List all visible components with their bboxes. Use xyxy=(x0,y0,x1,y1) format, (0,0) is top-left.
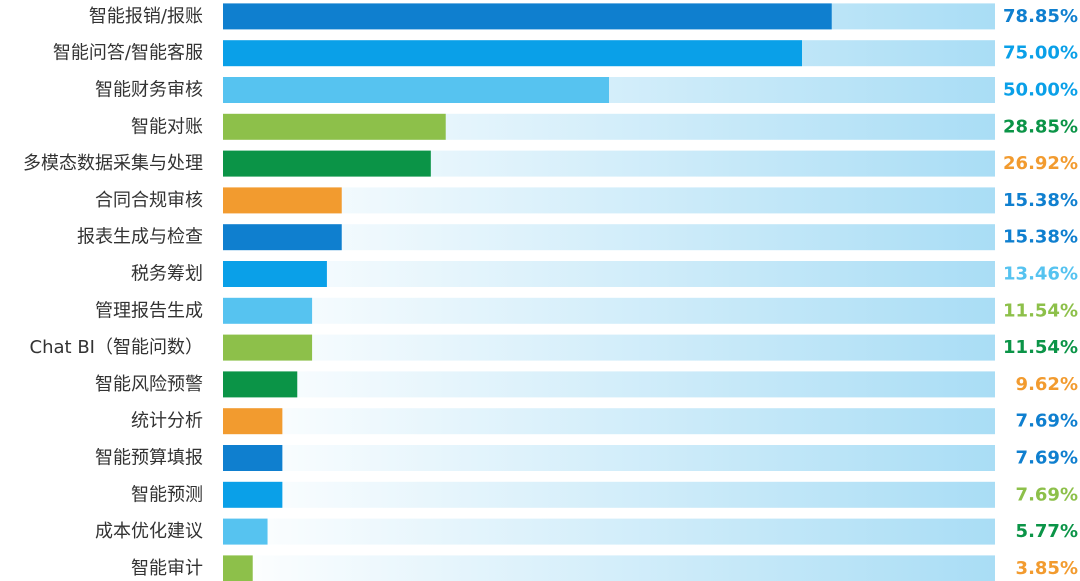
category-label: 智能预测 xyxy=(131,484,203,505)
bar xyxy=(223,150,431,177)
bar xyxy=(223,224,342,251)
bar xyxy=(223,261,327,287)
value-label: 9.62% xyxy=(1016,374,1078,395)
bar xyxy=(223,445,283,471)
category-label: 多模态数据采集与处理 xyxy=(23,153,203,174)
bar-track xyxy=(223,481,995,508)
bar-track xyxy=(223,518,995,545)
category-label: 成本优化建议 xyxy=(95,521,203,542)
category-label: 智能对账 xyxy=(131,116,203,137)
bar-track xyxy=(223,187,995,214)
value-label: 15.38% xyxy=(1003,190,1078,211)
category-label: 智能报销/报账 xyxy=(89,6,203,27)
category-label: 合同合规审核 xyxy=(95,190,203,211)
value-label: 75.00% xyxy=(1003,43,1078,64)
value-label: 15.38% xyxy=(1003,227,1078,248)
bar xyxy=(223,481,283,508)
category-label: 智能风险预警 xyxy=(95,374,203,395)
bar xyxy=(223,3,832,30)
bar xyxy=(223,187,342,214)
bar xyxy=(223,555,253,581)
bar-track xyxy=(223,445,995,471)
bar xyxy=(223,518,268,545)
category-label: 智能问答/智能客服 xyxy=(53,43,203,64)
value-label: 7.69% xyxy=(1016,484,1078,505)
category-label: 智能审计 xyxy=(131,558,203,579)
category-label: 智能财务审核 xyxy=(95,80,203,101)
bar-track xyxy=(223,297,995,324)
bar-rows: 智能报销/报账 78.85% 智能问答/智能客服 75.00% 智能财务审核 50.00%… xyxy=(23,3,1078,581)
bar xyxy=(223,371,298,398)
value-label: 3.85% xyxy=(1016,558,1078,579)
bar xyxy=(223,40,802,67)
category-label: 管理报告生成 xyxy=(95,300,203,321)
bar-track xyxy=(223,371,995,398)
value-label: 50.00% xyxy=(1003,80,1078,101)
value-label: 26.92% xyxy=(1003,153,1078,174)
category-label: 统计分析 xyxy=(131,411,203,432)
value-label: 78.85% xyxy=(1003,6,1078,27)
bar xyxy=(223,77,609,103)
category-label: Chat BI（智能问数） xyxy=(30,337,203,358)
value-label: 11.54% xyxy=(1003,300,1078,321)
value-label: 13.46% xyxy=(1003,264,1078,285)
bar xyxy=(223,408,283,435)
value-label: 7.69% xyxy=(1016,448,1078,469)
category-label: 税务筹划 xyxy=(131,264,203,285)
value-label: 7.69% xyxy=(1016,411,1078,432)
bar xyxy=(223,334,313,361)
bar xyxy=(223,113,446,140)
category-label: 智能预算填报 xyxy=(95,448,203,469)
bar-track xyxy=(223,224,995,251)
category-label: 报表生成与检查 xyxy=(77,227,203,248)
value-label: 11.54% xyxy=(1003,337,1078,358)
value-label: 5.77% xyxy=(1016,521,1078,542)
bar-track xyxy=(223,555,995,581)
bar-track xyxy=(223,334,995,361)
bar-track xyxy=(223,261,995,287)
bar xyxy=(223,297,313,324)
bar-track xyxy=(223,408,995,435)
value-label: 28.85% xyxy=(1003,116,1078,137)
